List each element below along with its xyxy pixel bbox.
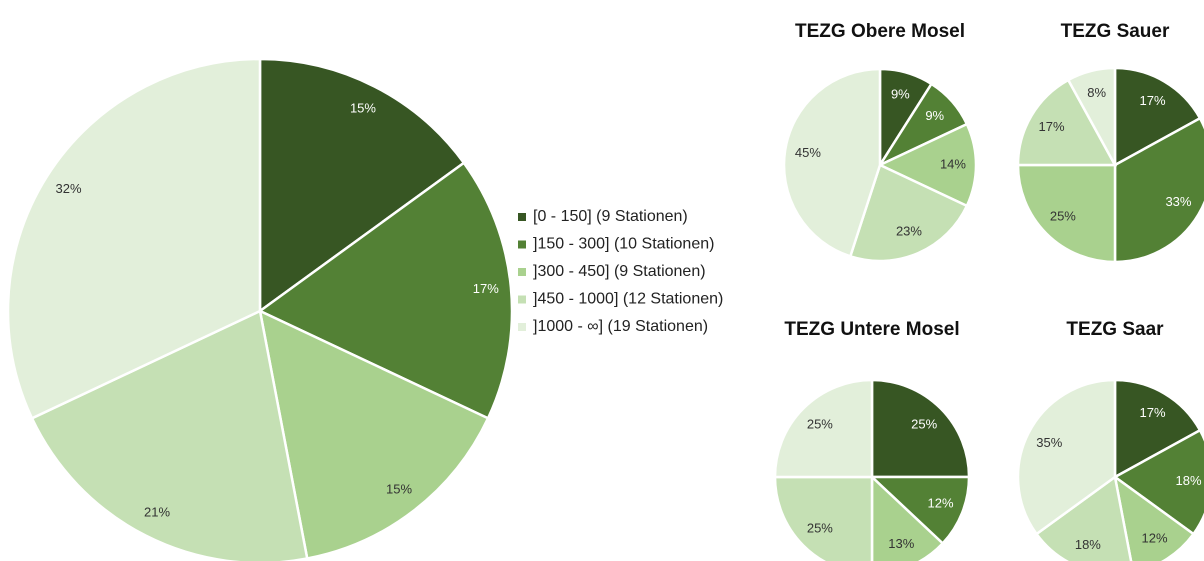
- slice-label: 35%: [1036, 435, 1062, 450]
- slice-label: 23%: [896, 223, 922, 238]
- chart-title: TEZG Sauer: [1061, 21, 1170, 42]
- slice-label: 45%: [795, 145, 821, 160]
- pie-slice: [6, 57, 262, 420]
- legend-swatch: [518, 295, 526, 304]
- pie-slice: [30, 309, 309, 561]
- pie-slice: [1113, 378, 1202, 480]
- slice-label: 9%: [891, 86, 910, 101]
- slice-label: 25%: [807, 416, 833, 431]
- slice-label: 25%: [911, 416, 937, 431]
- slice-label: 17%: [473, 281, 499, 296]
- chart-title: TEZG Untere Mosel: [784, 319, 959, 340]
- slice-label: 25%: [1050, 209, 1076, 224]
- pie-slice: [773, 475, 874, 561]
- pie-slice: [257, 161, 514, 420]
- pie-slice: [1066, 66, 1117, 166]
- pie-slice: [258, 308, 490, 560]
- pie-slice: [1113, 66, 1202, 168]
- pie-slice: [848, 163, 969, 263]
- slice-label: 25%: [807, 521, 833, 536]
- pie-slice: [1034, 474, 1133, 561]
- legend-label: [0 - 150] (9 Stationen): [533, 208, 688, 225]
- slice-label: 8%: [1087, 85, 1106, 100]
- slice-label: 14%: [940, 156, 966, 171]
- pie-slice: [870, 474, 945, 561]
- legend-label: ]150 - 300] (10 Stationen): [533, 236, 714, 253]
- chart-title: TEZG Obere Mosel: [795, 21, 965, 42]
- slice-label: 12%: [928, 496, 954, 511]
- legend-swatch: [518, 323, 526, 331]
- pie-slice: [1016, 78, 1118, 167]
- pie-slice: [1016, 163, 1117, 264]
- legend-label: ]300 - 450] (9 Stationen): [533, 263, 706, 280]
- slice-label: 17%: [1140, 93, 1166, 108]
- chart-title: TEZG Saar: [1066, 319, 1164, 340]
- slice-label: 18%: [1075, 537, 1101, 552]
- pie-slice: [258, 57, 466, 314]
- slice-label: 15%: [386, 482, 412, 497]
- pie-slice: [870, 378, 971, 479]
- legend-swatch: [518, 268, 526, 276]
- pie-slice: [782, 67, 882, 258]
- pie-slice: [1016, 378, 1117, 536]
- legend-label: ]450 - 1000] (12 Stationen): [533, 291, 723, 308]
- legend-swatch: [518, 240, 526, 249]
- slice-label: 15%: [350, 100, 376, 115]
- pie-slice: [1113, 116, 1204, 264]
- slice-label: 21%: [144, 505, 170, 520]
- pie-slice: [1112, 428, 1204, 536]
- slice-label: 12%: [1141, 531, 1167, 546]
- slice-label: 32%: [55, 181, 81, 196]
- pie-slice: [1113, 474, 1196, 561]
- slice-label: 17%: [1140, 405, 1166, 420]
- pie-slice: [773, 378, 874, 479]
- pie-slice: [877, 122, 978, 208]
- slice-label: 9%: [925, 108, 944, 123]
- legend-label: ]1000 - ∞] (19 Stationen): [533, 318, 708, 335]
- pie-slice: [868, 475, 971, 546]
- slice-label: 17%: [1039, 119, 1065, 134]
- slice-label: 33%: [1165, 194, 1191, 209]
- slice-label: 18%: [1176, 473, 1202, 488]
- legend-swatch: [518, 213, 526, 221]
- slice-label: 13%: [888, 536, 914, 551]
